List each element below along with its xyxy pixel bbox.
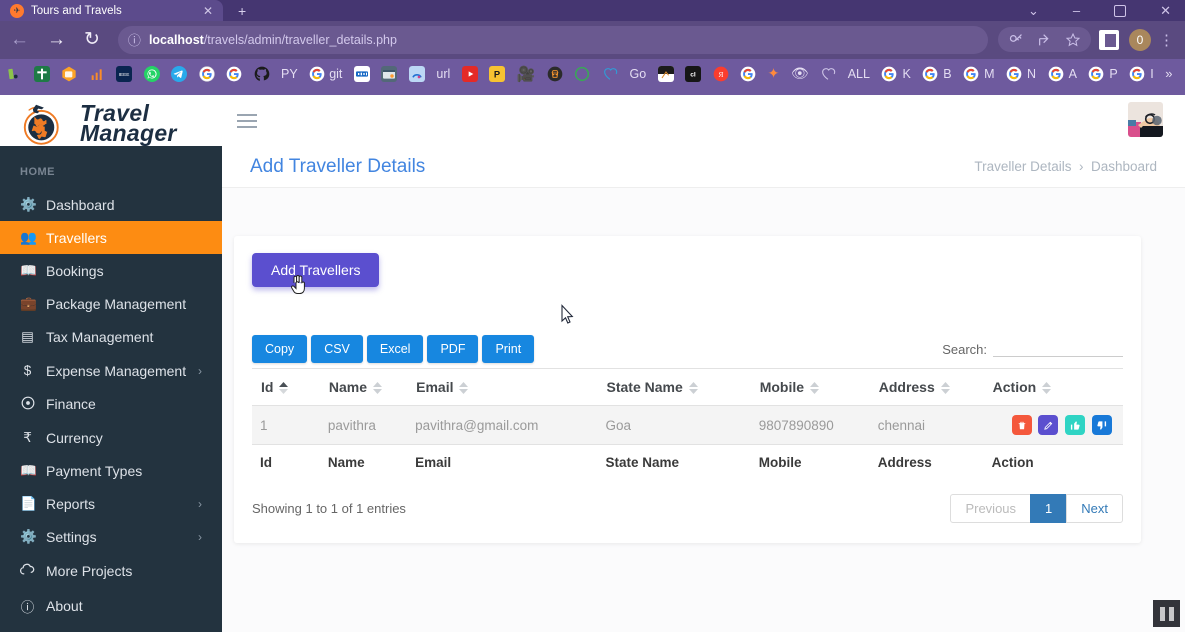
svg-text:Я: Я <box>718 70 723 79</box>
svg-text:IEEE: IEEE <box>119 72 130 77</box>
svg-text:P: P <box>494 69 500 79</box>
svg-text:cl: cl <box>690 71 696 78</box>
